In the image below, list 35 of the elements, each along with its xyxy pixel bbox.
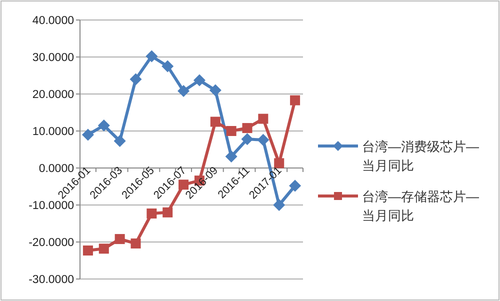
point [146, 50, 158, 62]
y-tick-label: 30.0000 [32, 52, 74, 64]
y-tick-label: 40.0000 [32, 15, 74, 27]
point [114, 134, 126, 147]
y-tick-label: 20.0000 [32, 89, 74, 101]
point [273, 199, 286, 211]
point [162, 207, 173, 218]
legend-label: 台湾—消费级芯片—当月同比 [362, 139, 479, 173]
y-tick-label: -10.0000 [28, 200, 74, 212]
point [226, 126, 236, 136]
point [82, 128, 94, 141]
point [258, 114, 268, 124]
point [130, 238, 141, 248]
point [114, 234, 125, 244]
point [98, 119, 110, 132]
point [241, 133, 254, 146]
point [162, 60, 174, 72]
point [82, 246, 93, 256]
point [146, 208, 157, 219]
y-tick-label: -30.0000 [28, 274, 74, 286]
point [242, 123, 252, 134]
point [209, 84, 222, 96]
point [210, 116, 220, 127]
point [257, 134, 270, 146]
legend-label: 台湾—存储器芯片—当月同比 [362, 189, 479, 223]
point [290, 95, 300, 106]
point [98, 244, 109, 254]
point [274, 158, 284, 168]
point [130, 73, 142, 86]
y-tick-label: -20.0000 [28, 237, 74, 249]
y-tick-label: 10.0000 [32, 126, 74, 138]
point [289, 180, 302, 192]
point [193, 74, 206, 86]
point [178, 85, 190, 98]
point [225, 150, 238, 163]
